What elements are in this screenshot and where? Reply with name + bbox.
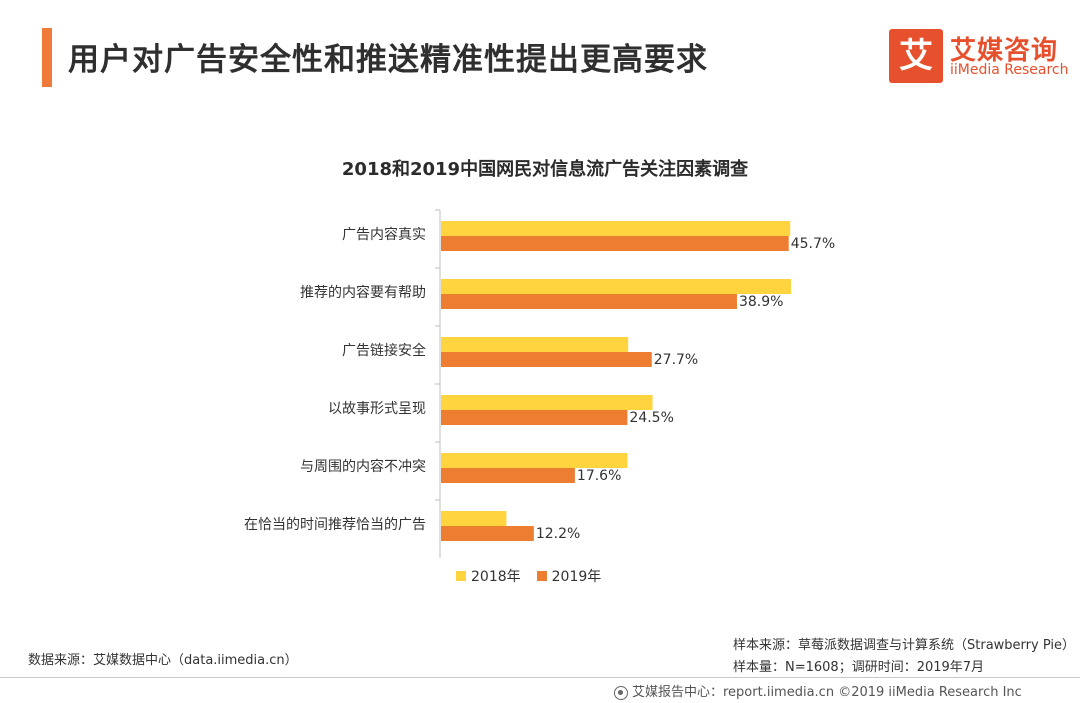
page-title: 用户对广告安全性和推送精准性提出更高要求	[68, 42, 708, 78]
legend-item-2019: 2019年	[536, 566, 602, 586]
legend-swatch	[456, 571, 466, 581]
sample-source-note: 样本来源：草莓派数据调查与计算系统（Strawberry Pie）	[733, 638, 1075, 653]
category-label: 与周围的内容不冲突	[300, 458, 426, 475]
chart-legend: 2018年 2019年	[456, 566, 617, 586]
bar-2018	[441, 395, 653, 410]
data-label-2019: 27.7%	[654, 352, 698, 368]
data-label-2019: 45.7%	[791, 236, 835, 252]
legend-swatch	[536, 571, 547, 581]
brand-name-en: iiMedia Research	[950, 62, 1069, 78]
category-label: 广告内容真实	[342, 226, 426, 243]
bar-2019	[441, 468, 575, 483]
brand-mark-icon: 艾	[889, 29, 943, 83]
data-label-2019: 38.9%	[739, 294, 783, 310]
legend-item-2018: 2018年	[456, 566, 521, 586]
brand-name-cn: 艾媒咨询	[950, 36, 1059, 66]
bar-2018	[441, 337, 629, 352]
bar-2019	[441, 236, 789, 251]
footer-text: 艾媒报告中心：report.iimedia.cn ©2019 iiMedia R…	[632, 685, 1022, 700]
category-label: 推荐的内容要有帮助	[300, 284, 426, 301]
bar-2019	[441, 410, 628, 425]
brand-logo: 艾 艾媒咨询 iiMedia Research	[889, 29, 1069, 85]
bar-2018	[441, 453, 628, 468]
bar-2018	[441, 511, 507, 526]
category-label: 广告链接安全	[342, 342, 426, 359]
data-label-2019: 12.2%	[536, 526, 580, 542]
footer-divider	[0, 677, 1080, 678]
legend-label: 2018年	[471, 569, 521, 585]
title-accent-bar	[42, 28, 52, 87]
bar-2018	[441, 279, 791, 294]
category-label: 以故事形式呈现	[328, 401, 426, 417]
data-label-2019: 24.5%	[629, 410, 673, 426]
chart-title: 2018和2019中国网民对信息流广告关注因素调查	[341, 159, 749, 180]
sample-size-note: 样本量：N=1608；调研时间：2019年7月	[733, 660, 985, 675]
bar-2018	[441, 221, 791, 236]
data-source-note: 数据来源：艾媒数据中心（data.iimedia.cn）	[28, 653, 298, 668]
globe-icon	[614, 685, 628, 700]
footer: 艾媒报告中心：report.iimedia.cn ©2019 iiMedia R…	[614, 681, 1022, 700]
legend-label: 2019年	[551, 569, 602, 585]
bar-2019	[441, 526, 534, 541]
data-label-2019: 17.6%	[577, 468, 621, 484]
category-label: 在恰当的时间推荐恰当的广告	[244, 517, 426, 533]
bar-2019	[441, 294, 737, 309]
bar-2019	[441, 352, 652, 367]
